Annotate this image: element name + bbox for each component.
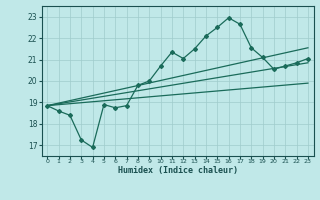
X-axis label: Humidex (Indice chaleur): Humidex (Indice chaleur) (118, 166, 237, 175)
